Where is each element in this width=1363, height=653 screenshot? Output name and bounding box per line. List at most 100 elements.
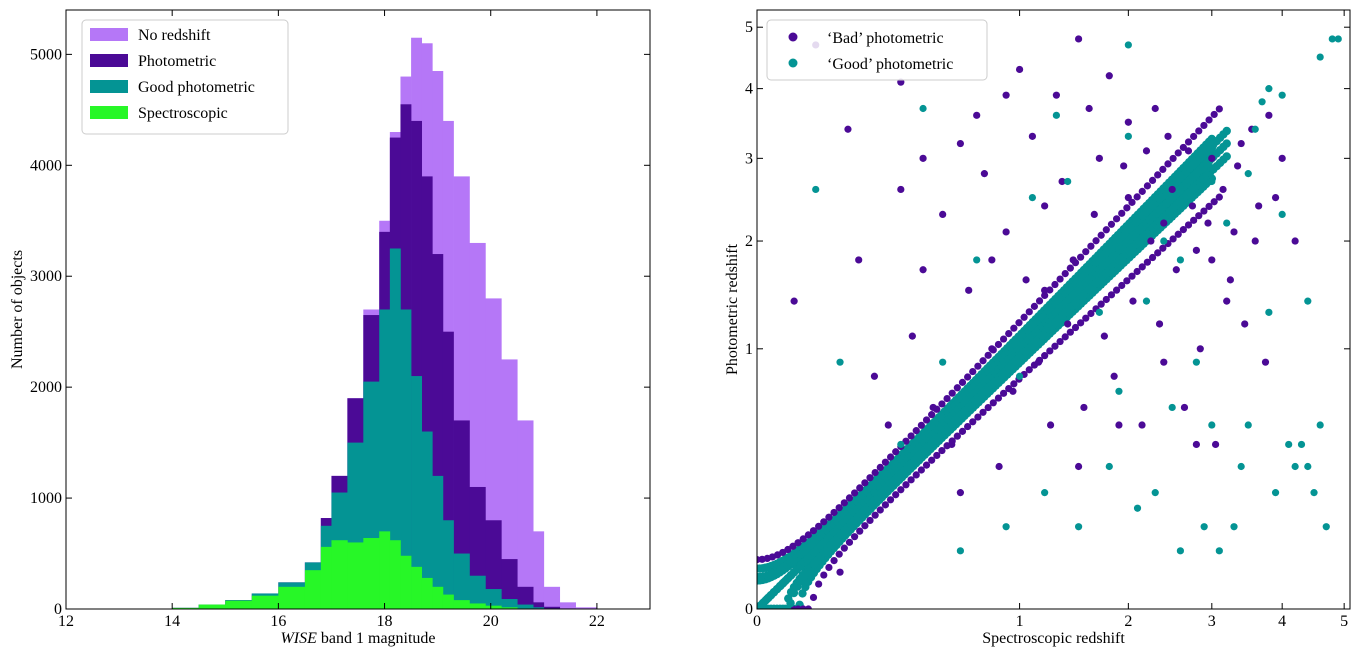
- legend-swatch: [90, 80, 128, 93]
- legend-label: Good photometric: [138, 79, 255, 96]
- scatter-point: [1328, 35, 1336, 43]
- scatter-point: [876, 463, 884, 472]
- scatter-point: [1237, 462, 1245, 471]
- scatter-point: [1261, 358, 1270, 366]
- scatter-point: [1211, 440, 1220, 449]
- x-tick-label: 0: [753, 613, 761, 630]
- histogram-bar: [533, 607, 545, 609]
- scatter-point: [1291, 237, 1299, 245]
- scatter-point: [1124, 118, 1132, 126]
- scatter-point: [1195, 127, 1203, 135]
- scatter-point: [988, 256, 996, 264]
- scatter-point: [881, 501, 890, 509]
- scatter-point: [956, 547, 964, 555]
- scatter-point: [922, 416, 931, 424]
- y-tick-label: 4: [745, 81, 753, 98]
- scatter-point: [989, 399, 997, 407]
- histogram-bar: [198, 604, 226, 609]
- histogram-bar: [347, 542, 364, 609]
- scatter-point: [1223, 297, 1231, 305]
- scatter-point: [1074, 462, 1083, 471]
- x-tick-label: 22: [589, 613, 605, 630]
- scatter-point: [1061, 333, 1069, 341]
- scatter-point: [876, 506, 884, 514]
- scatter-point: [855, 256, 863, 264]
- scatter-point: [917, 421, 925, 429]
- scatter-point: [969, 418, 977, 426]
- scatter-point: [1102, 295, 1110, 304]
- histogram-bar: [517, 604, 534, 609]
- scatter-point: [984, 403, 992, 412]
- scatter-point: [1210, 198, 1218, 206]
- scatter-point: [1002, 91, 1010, 99]
- scatter-point: [1310, 489, 1318, 497]
- scatter-point: [1046, 286, 1054, 294]
- legend-swatch: [90, 28, 128, 41]
- scatter-point: [1169, 154, 1177, 163]
- histogram-bar: [411, 566, 423, 609]
- scatter-point: [1205, 116, 1213, 124]
- scatter-point: [1051, 280, 1059, 289]
- scatter-point: [1215, 547, 1223, 555]
- scatter-point: [1244, 170, 1252, 178]
- scatter-point: [1192, 440, 1200, 449]
- scatter-point: [980, 170, 989, 178]
- scatter-point: [1200, 523, 1208, 531]
- scatter-point: [1188, 202, 1197, 210]
- scatter-point: [851, 533, 859, 541]
- scatter-point: [844, 125, 852, 133]
- scatter-point: [1097, 231, 1105, 239]
- scatter-point: [812, 185, 820, 194]
- scatter-point: [1226, 276, 1234, 284]
- scatter-point: [1041, 291, 1049, 300]
- scatter-point: [789, 588, 799, 598]
- scatter-point: [1184, 221, 1193, 229]
- scatter-panel: 0 1 2 3 4 5 0 1 2 3 4 5 Spectroscopic redshift Photom…: [724, 9, 1351, 647]
- histogram-bar: [225, 600, 253, 609]
- scatter-point: [870, 489, 879, 497]
- scatter-point: [1123, 204, 1131, 212]
- scatter-point: [1316, 53, 1324, 61]
- scatter-point: [1210, 110, 1218, 119]
- scatter-point: [1124, 132, 1132, 140]
- x-tick-label: 12: [58, 613, 74, 630]
- histogram-bar: [432, 475, 444, 609]
- scatter-point: [1190, 216, 1198, 224]
- scatter-point: [1124, 41, 1132, 49]
- scatter-point: [994, 394, 1003, 402]
- series-spectroscopic: [172, 531, 534, 609]
- scatter-point: [861, 479, 869, 487]
- scatter-point: [1052, 91, 1060, 99]
- scatter-point: [1148, 253, 1157, 262]
- scatter-point: [973, 256, 981, 264]
- histogram-bar: [517, 420, 534, 609]
- scatter-point: [815, 522, 823, 530]
- scatter-point: [958, 427, 967, 435]
- scatter-point: [856, 484, 864, 492]
- scatter-point: [1074, 523, 1083, 531]
- legend-swatch: [90, 54, 128, 67]
- scatter-point: [1190, 132, 1198, 141]
- scatter-point: [1058, 177, 1066, 186]
- y-tick-label: 4000: [30, 157, 62, 174]
- scatter-point: [979, 357, 987, 365]
- scatter-point: [988, 345, 996, 353]
- scatter-point: [1159, 165, 1167, 174]
- y-tick-label: 3000: [30, 268, 62, 285]
- scatter-point: [1172, 266, 1180, 274]
- scatter-point: [1133, 267, 1141, 276]
- scatter-point: [1095, 308, 1103, 316]
- scatter-point: [933, 451, 941, 460]
- scatter-point: [1107, 220, 1116, 228]
- scatter-point: [790, 297, 798, 305]
- scatter-point: [1041, 286, 1049, 294]
- scatter-point: [956, 139, 964, 148]
- scatter-point: [1022, 276, 1030, 284]
- x-axis-label: WISE band 1 magnitude: [280, 630, 435, 647]
- y-tick-label: 1000: [30, 490, 62, 507]
- scatter-point: [830, 508, 838, 517]
- scatter-point: [912, 427, 920, 435]
- scatter-point: [1129, 297, 1137, 305]
- x-tick-label: 5: [1340, 613, 1348, 630]
